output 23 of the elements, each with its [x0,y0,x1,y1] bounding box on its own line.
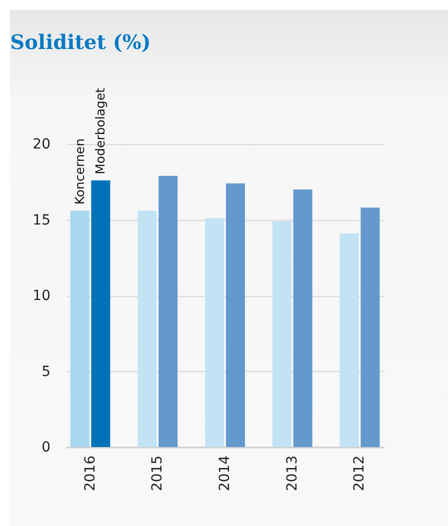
x-tick-label: 2012 [352,456,368,492]
text: Moderbolaget [92,88,108,174]
bar [272,221,292,447]
text: Koncernen [72,138,87,205]
bar [360,208,380,447]
x-tick-label: 2015 [150,456,166,492]
y-tick-label: 20 [32,136,50,152]
bar [70,210,90,447]
x-tick-label: 2013 [284,456,300,492]
x-tick-label: 2014 [217,455,233,492]
y-tick-label: 0 [42,440,50,456]
bar [158,176,178,447]
y-tick-label: 10 [32,288,50,304]
y-tick-label: 5 [42,364,50,380]
bar [340,233,359,447]
bar [293,189,312,447]
y-tick-label: 15 [32,212,50,228]
bar [91,180,110,447]
x-tick-label: 2016 [82,455,98,492]
bar [226,183,245,447]
bar [205,218,224,447]
chart-title: Soliditet (%) [10,30,151,54]
bar [138,210,157,447]
